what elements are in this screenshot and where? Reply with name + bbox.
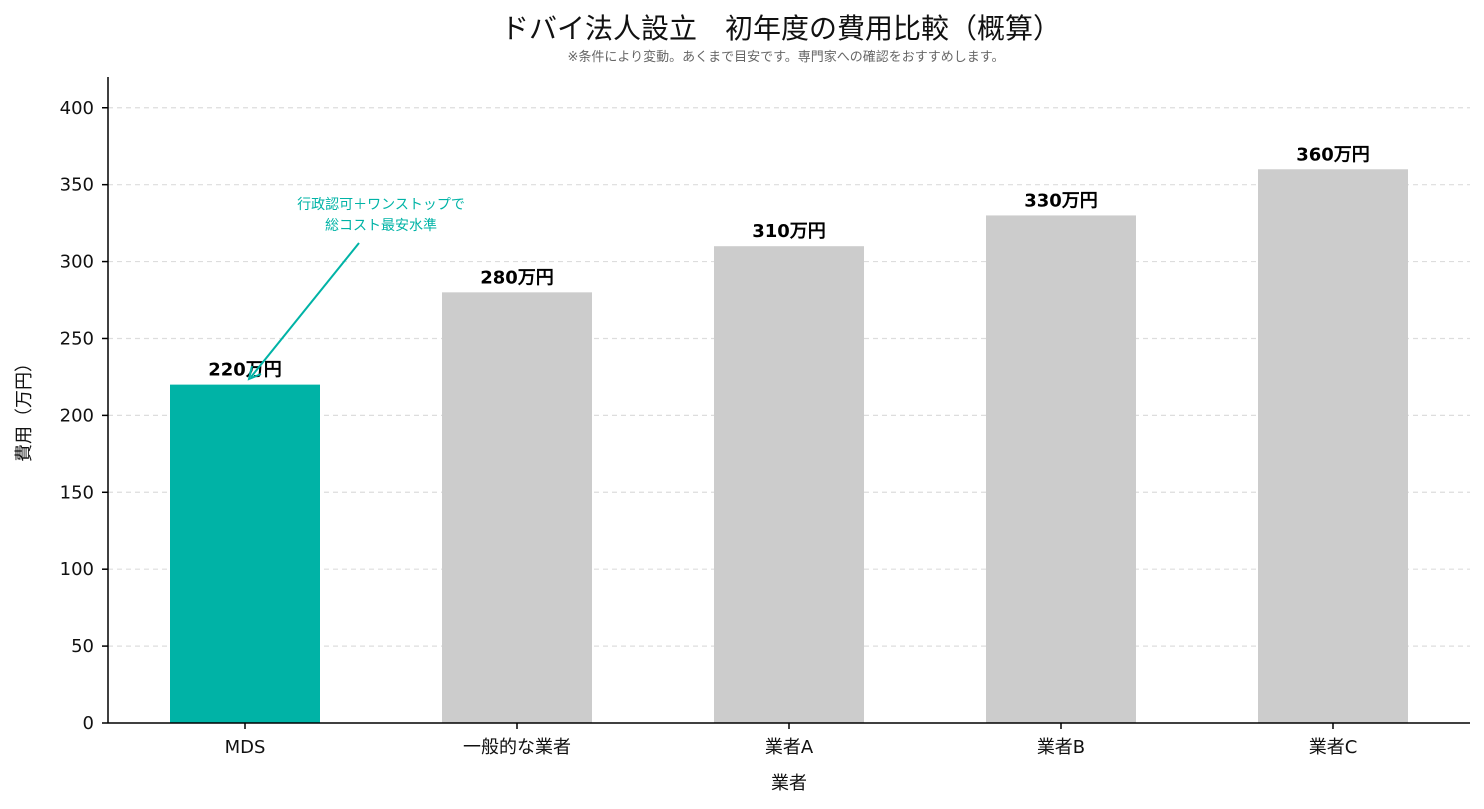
- bar: [170, 384, 320, 723]
- x-tick-label: MDS: [225, 737, 266, 758]
- x-axis-ticks: MDS 一般的な業者 業者A 業者B 業者C: [225, 723, 1358, 758]
- y-tick-label: 150: [60, 482, 94, 503]
- bar-value-label: 310万円: [752, 221, 826, 242]
- annotation-line-1: 行政認可＋ワンストップで: [297, 197, 465, 213]
- x-tick-label: 業者C: [1309, 737, 1358, 758]
- y-tick-label: 300: [60, 252, 94, 273]
- y-tick-label: 50: [71, 636, 94, 657]
- chart-title: ドバイ法人設立 初年度の費用比較（概算）: [501, 12, 1061, 45]
- bar: [442, 292, 592, 723]
- bars: [170, 169, 1408, 724]
- bar-value-label: 330万円: [1024, 190, 1098, 211]
- annotation-arrow-head: [247, 365, 262, 381]
- y-axis-label: 費用（万円）: [14, 354, 35, 462]
- bar-value-label: 360万円: [1296, 144, 1370, 165]
- y-tick-label: 350: [60, 175, 94, 196]
- bar-value-label: 220万円: [208, 360, 282, 381]
- y-axis-ticks: 0 50 100 150 200 250 300 350 400: [60, 98, 108, 734]
- y-tick-label: 250: [60, 328, 94, 349]
- bar-labels: 220万円 280万円 310万円 330万円 360万円: [208, 144, 1370, 380]
- x-axis-label: 業者: [771, 773, 807, 794]
- bar-value-label: 280万円: [480, 267, 554, 288]
- bar: [1258, 169, 1408, 724]
- annotation-line-2: 総コスト最安水準: [325, 218, 437, 234]
- y-tick-label: 0: [83, 713, 94, 734]
- bar: [986, 215, 1136, 723]
- chart-subtitle: ※条件により変動。あくまで目安です。専門家への確認をおすすめします。: [567, 49, 1004, 65]
- x-tick-label: 業者A: [765, 737, 814, 758]
- y-tick-label: 200: [60, 405, 94, 426]
- gridlines: [108, 107, 1470, 647]
- x-tick-label: 業者B: [1037, 737, 1085, 758]
- annotation-arrow-line: [250, 242, 360, 378]
- x-tick-label: 一般的な業者: [463, 737, 571, 758]
- bar: [714, 246, 864, 723]
- annotation: 行政認可＋ワンストップで 総コスト最安水準: [247, 197, 465, 381]
- y-tick-label: 100: [60, 559, 94, 580]
- y-tick-label: 400: [60, 98, 94, 119]
